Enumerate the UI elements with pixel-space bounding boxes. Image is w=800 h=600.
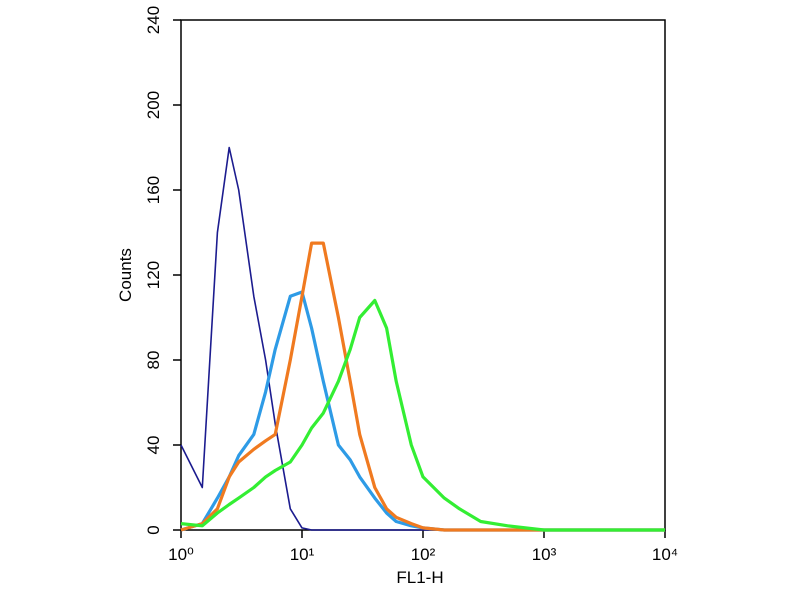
- x-axis-label: FL1-H: [396, 568, 443, 587]
- y-tick-label: 0: [144, 525, 163, 534]
- y-axis-label: Counts: [116, 248, 135, 302]
- series-line: [180, 241, 665, 532]
- x-tick-label: 10¹: [290, 545, 315, 564]
- x-tick-label: 10⁴: [652, 545, 678, 564]
- y-tick-label: 200: [144, 91, 163, 119]
- y-tick-label: 80: [144, 351, 163, 370]
- series-line: [180, 298, 665, 532]
- series-line: [180, 290, 665, 532]
- y-tick-label: 240: [144, 6, 163, 34]
- x-tick-label: 10⁰: [168, 545, 194, 564]
- x-tick-label: 10²: [411, 545, 436, 564]
- plot-frame: [180, 19, 666, 531]
- y-tick-label: 120: [144, 261, 163, 289]
- y-tick-label: 40: [144, 436, 163, 455]
- x-tick-label: 10³: [532, 545, 557, 564]
- y-tick-label: 160: [144, 176, 163, 204]
